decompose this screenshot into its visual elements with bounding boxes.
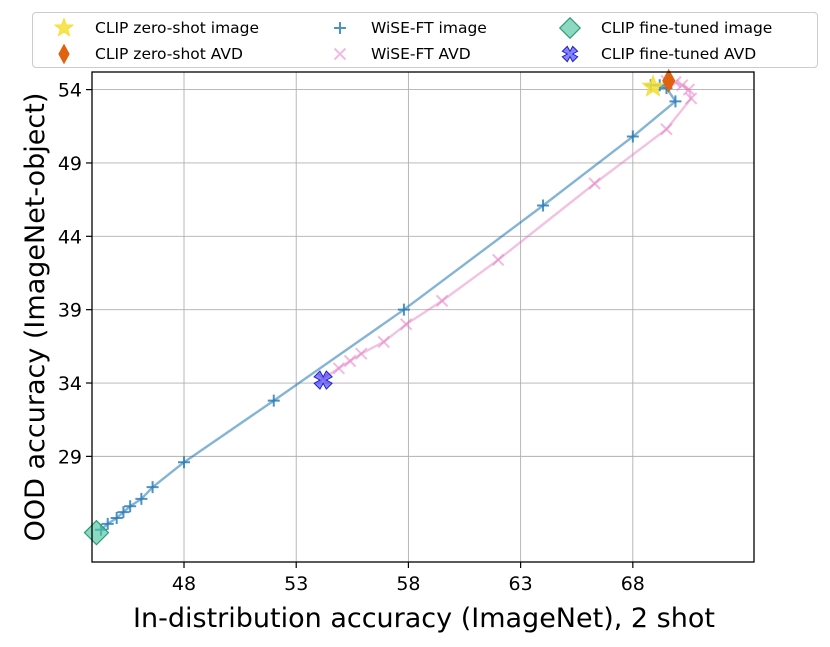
- data-point-wise-ft-image: [117, 506, 130, 519]
- legend-marker: [53, 17, 75, 37]
- legend-item: CLIP zero-shot AVD: [47, 43, 243, 65]
- data-point-wise-ft-avd: [684, 92, 698, 105]
- legend-swatch-wise-ft-avd: [333, 47, 347, 61]
- data-point-wise-ft-avd: [675, 78, 689, 92]
- series-line-wise-ft-image: [100, 84, 677, 531]
- data-point-wise-ft-avd: [355, 347, 368, 360]
- data-point-wise-ft-avd: [399, 318, 413, 331]
- x-tick-label: 48: [172, 573, 196, 595]
- legend-marker: [58, 43, 70, 65]
- data-point-wise-ft-image: [626, 130, 639, 143]
- data-point-wise-ft-image: [135, 492, 148, 505]
- data-point-wise-ft-avd: [682, 83, 696, 96]
- legend-label: WiSE-FT AVD: [371, 45, 471, 63]
- data-point-wise-ft-avd: [377, 335, 390, 349]
- legend-marker: [334, 22, 346, 34]
- data-point-wise-ft-avd: [332, 362, 346, 375]
- series-wise-ft-image: [94, 79, 682, 536]
- series-clip-zero-shot-avd: [662, 68, 676, 93]
- legend-item: WiSE-FT image: [323, 17, 487, 39]
- data-point-wise-ft-image: [146, 481, 159, 494]
- series-layer: [83, 68, 698, 546]
- legend-swatch-clip-fine-tuned-image: [558, 17, 582, 39]
- data-point-clip-fine-tuned-image: [83, 519, 110, 546]
- axis-ticks: 48 53 58 63 68 29 34 39 44 49 54: [58, 80, 645, 595]
- series-clip-fine-tuned-image: [83, 519, 110, 546]
- legend-label: CLIP zero-shot AVD: [95, 45, 243, 63]
- legend-label: CLIP fine-tuned image: [601, 19, 773, 37]
- data-point-clip-fine-tuned-avd: [313, 370, 333, 390]
- legend-item: CLIP zero-shot image: [47, 17, 259, 39]
- y-tick-label: 44: [58, 226, 82, 248]
- legend-swatch-clip-zero-shot-avd: [58, 43, 70, 65]
- y-tick-label: 54: [58, 80, 82, 102]
- x-axis-label: In-distribution accuracy (ImageNet), 2 s…: [133, 603, 715, 634]
- data-point-wise-ft-avd: [343, 354, 357, 368]
- series-line-wise-ft-avd: [322, 79, 693, 380]
- x-tick-label: 63: [509, 573, 533, 595]
- data-point-clip-zero-shot-avd: [662, 68, 676, 93]
- data-point-wise-ft-image: [110, 511, 123, 524]
- data-point-wise-ft-image: [178, 456, 191, 469]
- legend-label: WiSE-FT image: [371, 19, 487, 37]
- data-point-wise-ft-avd: [435, 294, 449, 308]
- plot-frame: [91, 71, 755, 563]
- y-tick-label: 49: [58, 153, 82, 175]
- series-wise-ft-avd: [316, 74, 698, 385]
- y-tick-label: 39: [58, 300, 82, 322]
- data-point-wise-ft-avd: [660, 123, 673, 136]
- legend-label: CLIP zero-shot image: [95, 19, 260, 37]
- data-point-wise-ft-avd: [491, 253, 505, 266]
- data-point-wise-ft-image: [267, 394, 280, 407]
- series-clip-zero-shot-image: [641, 74, 665, 97]
- x-tick-label: 68: [621, 573, 645, 595]
- data-point-wise-ft-image: [124, 500, 137, 513]
- legend: CLIP zero-shot image CLIP zero-shot AVD Wi…: [32, 12, 818, 68]
- legend-swatch-clip-zero-shot-image: [53, 17, 75, 37]
- legend-marker: [333, 47, 347, 61]
- legend-label: CLIP fine-tuned AVD: [601, 45, 757, 63]
- legend-marker: [558, 17, 582, 39]
- data-point-wise-ft-image: [101, 517, 114, 530]
- legend-marker: [561, 45, 579, 63]
- y-tick-label: 29: [58, 446, 82, 468]
- x-tick-label: 53: [284, 573, 308, 595]
- legend-swatch-wise-ft-image: [334, 22, 346, 34]
- grid: [92, 72, 754, 562]
- legend-swatch-clip-fine-tuned-avd: [561, 45, 579, 63]
- series-clip-fine-tuned-avd: [313, 370, 333, 390]
- data-point-wise-ft-avd: [588, 177, 601, 190]
- data-point-clip-zero-shot-image: [641, 74, 665, 97]
- legend-item: WiSE-FT AVD: [323, 43, 471, 65]
- y-axis-label: OOD accuracy (ImageNet-object): [20, 93, 51, 542]
- y-tick-label: 34: [58, 373, 82, 395]
- data-point-wise-ft-image: [397, 303, 410, 316]
- x-tick-label: 58: [396, 573, 420, 595]
- data-point-wise-ft-image: [669, 95, 682, 108]
- legend-item: CLIP fine-tuned image: [553, 17, 772, 39]
- data-point-wise-ft-image: [537, 199, 550, 212]
- legend-item: CLIP fine-tuned AVD: [553, 43, 756, 65]
